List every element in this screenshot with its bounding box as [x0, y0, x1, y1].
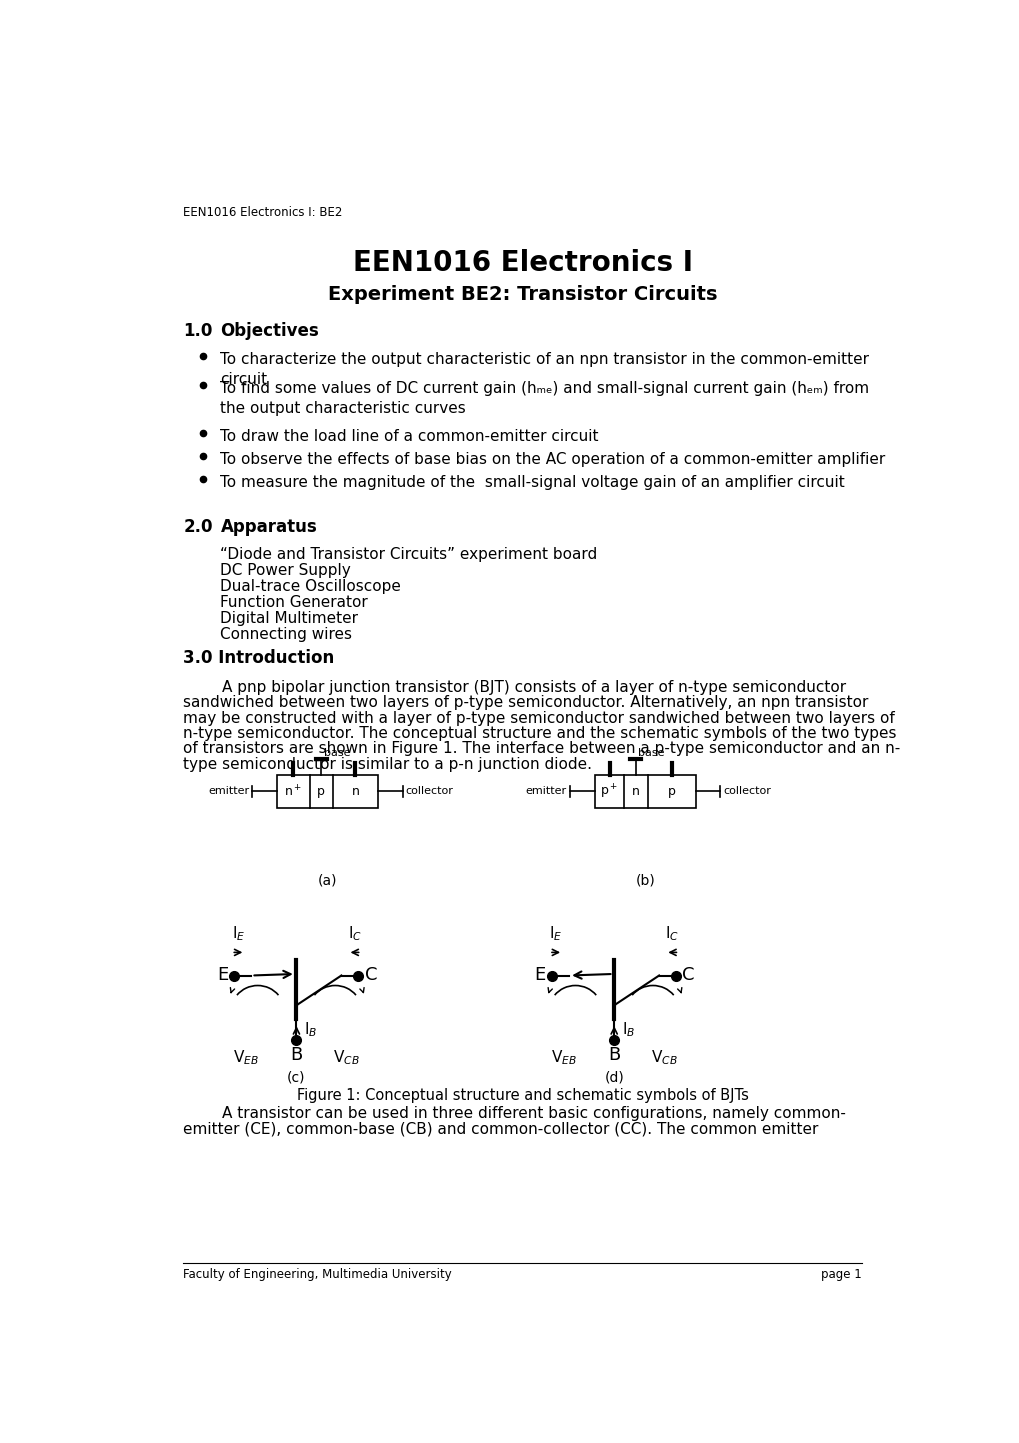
Text: type semiconductor is similar to a p-n junction diode.: type semiconductor is similar to a p-n j…	[183, 756, 592, 772]
Text: E: E	[217, 967, 228, 984]
Text: base: base	[638, 747, 664, 758]
Text: EEN1016 Electronics I: EEN1016 Electronics I	[353, 248, 692, 277]
Text: n: n	[632, 785, 639, 798]
Text: Faculty of Engineering, Multimedia University: Faculty of Engineering, Multimedia Unive…	[183, 1268, 451, 1281]
Text: (a): (a)	[317, 874, 337, 887]
Text: To measure the magnitude of the  small-signal voltage gain of an amplifier circu: To measure the magnitude of the small-si…	[220, 475, 845, 491]
Text: collector: collector	[722, 786, 770, 797]
Text: emitter: emitter	[208, 786, 249, 797]
Text: n: n	[352, 785, 359, 798]
Text: (b): (b)	[635, 874, 654, 887]
Text: n$^+$: n$^+$	[284, 784, 302, 799]
Text: I$_E$: I$_E$	[231, 925, 245, 944]
Text: emitter: emitter	[525, 786, 567, 797]
Bar	[594, 775, 695, 808]
Text: To characterize the output characteristic of an npn transistor in the common-emi: To characterize the output characteristi…	[220, 352, 868, 387]
Text: To find some values of DC current gain (hₘₑ) and small-signal current gain (hₑₘ): To find some values of DC current gain (…	[220, 381, 869, 416]
Text: C: C	[365, 967, 377, 984]
Text: V$_{EB}$: V$_{EB}$	[550, 1048, 577, 1066]
Text: (c): (c)	[287, 1071, 306, 1084]
Text: I$_B$: I$_B$	[622, 1020, 635, 1039]
Text: C: C	[682, 967, 694, 984]
Text: page 1: page 1	[820, 1268, 861, 1281]
Text: To draw the load line of a common-emitter circuit: To draw the load line of a common-emitte…	[220, 429, 598, 444]
Text: p: p	[317, 785, 325, 798]
Text: (d): (d)	[603, 1071, 624, 1084]
Text: Apparatus: Apparatus	[220, 518, 317, 537]
Text: Figure 1: Conceptual structure and schematic symbols of BJTs: Figure 1: Conceptual structure and schem…	[297, 1088, 748, 1102]
Text: I$_C$: I$_C$	[664, 925, 679, 944]
Text: Connecting wires: Connecting wires	[220, 628, 353, 642]
Text: 2.0: 2.0	[183, 518, 213, 537]
Text: I$_E$: I$_E$	[549, 925, 562, 944]
Text: Function Generator: Function Generator	[220, 595, 368, 610]
Text: base: base	[323, 747, 350, 758]
Text: “Diode and Transistor Circuits” experiment board: “Diode and Transistor Circuits” experime…	[220, 547, 597, 561]
Text: 1.0: 1.0	[183, 322, 213, 339]
Text: A pnp bipolar junction transistor (BJT) consists of a layer of n-type semiconduc: A pnp bipolar junction transistor (BJT) …	[183, 680, 846, 696]
Text: of transistors are shown in Figure 1. The interface between a p-type semiconduct: of transistors are shown in Figure 1. Th…	[183, 742, 900, 756]
Text: I$_C$: I$_C$	[347, 925, 362, 944]
Text: may be constructed with a layer of p-type semiconductor sandwiched between two l: may be constructed with a layer of p-typ…	[183, 710, 895, 726]
Text: EEN1016 Electronics I: BE2: EEN1016 Electronics I: BE2	[183, 205, 342, 218]
Text: B: B	[607, 1046, 620, 1065]
Text: E: E	[534, 967, 545, 984]
Bar	[277, 775, 377, 808]
Text: n-type semiconductor. The conceptual structure and the schematic symbols of the : n-type semiconductor. The conceptual str…	[183, 726, 896, 742]
Text: V$_{CB}$: V$_{CB}$	[333, 1048, 360, 1066]
Text: collector: collector	[406, 786, 453, 797]
Text: p$^+$: p$^+$	[600, 782, 618, 801]
Text: p: p	[667, 785, 675, 798]
Text: Objectives: Objectives	[220, 322, 319, 339]
Text: DC Power Supply: DC Power Supply	[220, 563, 351, 577]
Text: V$_{CB}$: V$_{CB}$	[650, 1048, 678, 1066]
Text: Digital Multimeter: Digital Multimeter	[220, 612, 358, 626]
Text: A transistor can be used in three different basic configurations, namely common-: A transistor can be used in three differ…	[183, 1107, 846, 1121]
Text: B: B	[290, 1046, 303, 1065]
Text: To observe the effects of base bias on the AC operation of a common-emitter ampl: To observe the effects of base bias on t…	[220, 452, 884, 468]
Text: Dual-trace Oscilloscope: Dual-trace Oscilloscope	[220, 579, 401, 595]
Text: 3.0 Introduction: 3.0 Introduction	[183, 649, 334, 667]
Text: emitter (CE), common-base (CB) and common-collector (CC). The common emitter: emitter (CE), common-base (CB) and commo…	[183, 1121, 818, 1137]
Text: sandwiched between two layers of p-type semiconductor. Alternatively, an npn tra: sandwiched between two layers of p-type …	[183, 696, 868, 710]
Text: V$_{EB}$: V$_{EB}$	[233, 1048, 259, 1066]
Text: Experiment BE2: Transistor Circuits: Experiment BE2: Transistor Circuits	[328, 284, 716, 304]
Text: I$_B$: I$_B$	[304, 1020, 317, 1039]
